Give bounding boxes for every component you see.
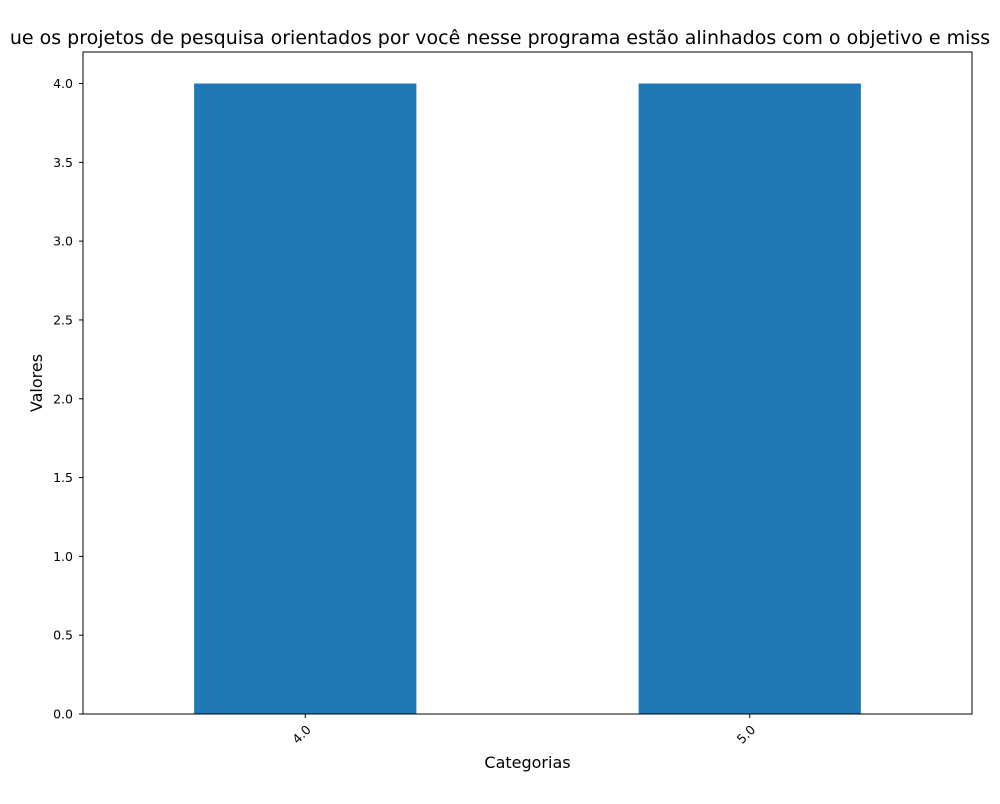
x-tick-label: 5.0 [734, 722, 759, 747]
bars-layer [194, 83, 861, 715]
y-tick-label: 4.0 [53, 76, 73, 91]
y-tick-label: 1.0 [53, 549, 73, 564]
plot-frame [82, 51, 973, 715]
x-tick-label: 4.0 [289, 722, 314, 747]
x-axis-label: Categorias [484, 753, 570, 772]
chart-title: ue os projetos de pesquisa orientados po… [10, 27, 990, 49]
y-tick-label: 0.5 [53, 628, 73, 643]
y-tick-label: 1.5 [53, 470, 73, 485]
bar-5.0 [638, 83, 861, 715]
y-tick-label: 3.5 [53, 155, 73, 170]
bar-4.0 [194, 83, 417, 715]
y-tick-label: 2.0 [53, 391, 73, 406]
y-tick-label: 3.0 [53, 234, 73, 249]
y-tick-label: 2.5 [53, 312, 73, 327]
y-tick-label: 0.0 [53, 707, 73, 722]
y-axis-ticks: 0.0 0.5 1.0 1.5 2.0 2.5 3.0 3.5 4.0 [53, 76, 83, 722]
y-axis-label: Valores [27, 354, 46, 412]
x-axis-ticks: 4.0 5.0 [289, 714, 758, 747]
